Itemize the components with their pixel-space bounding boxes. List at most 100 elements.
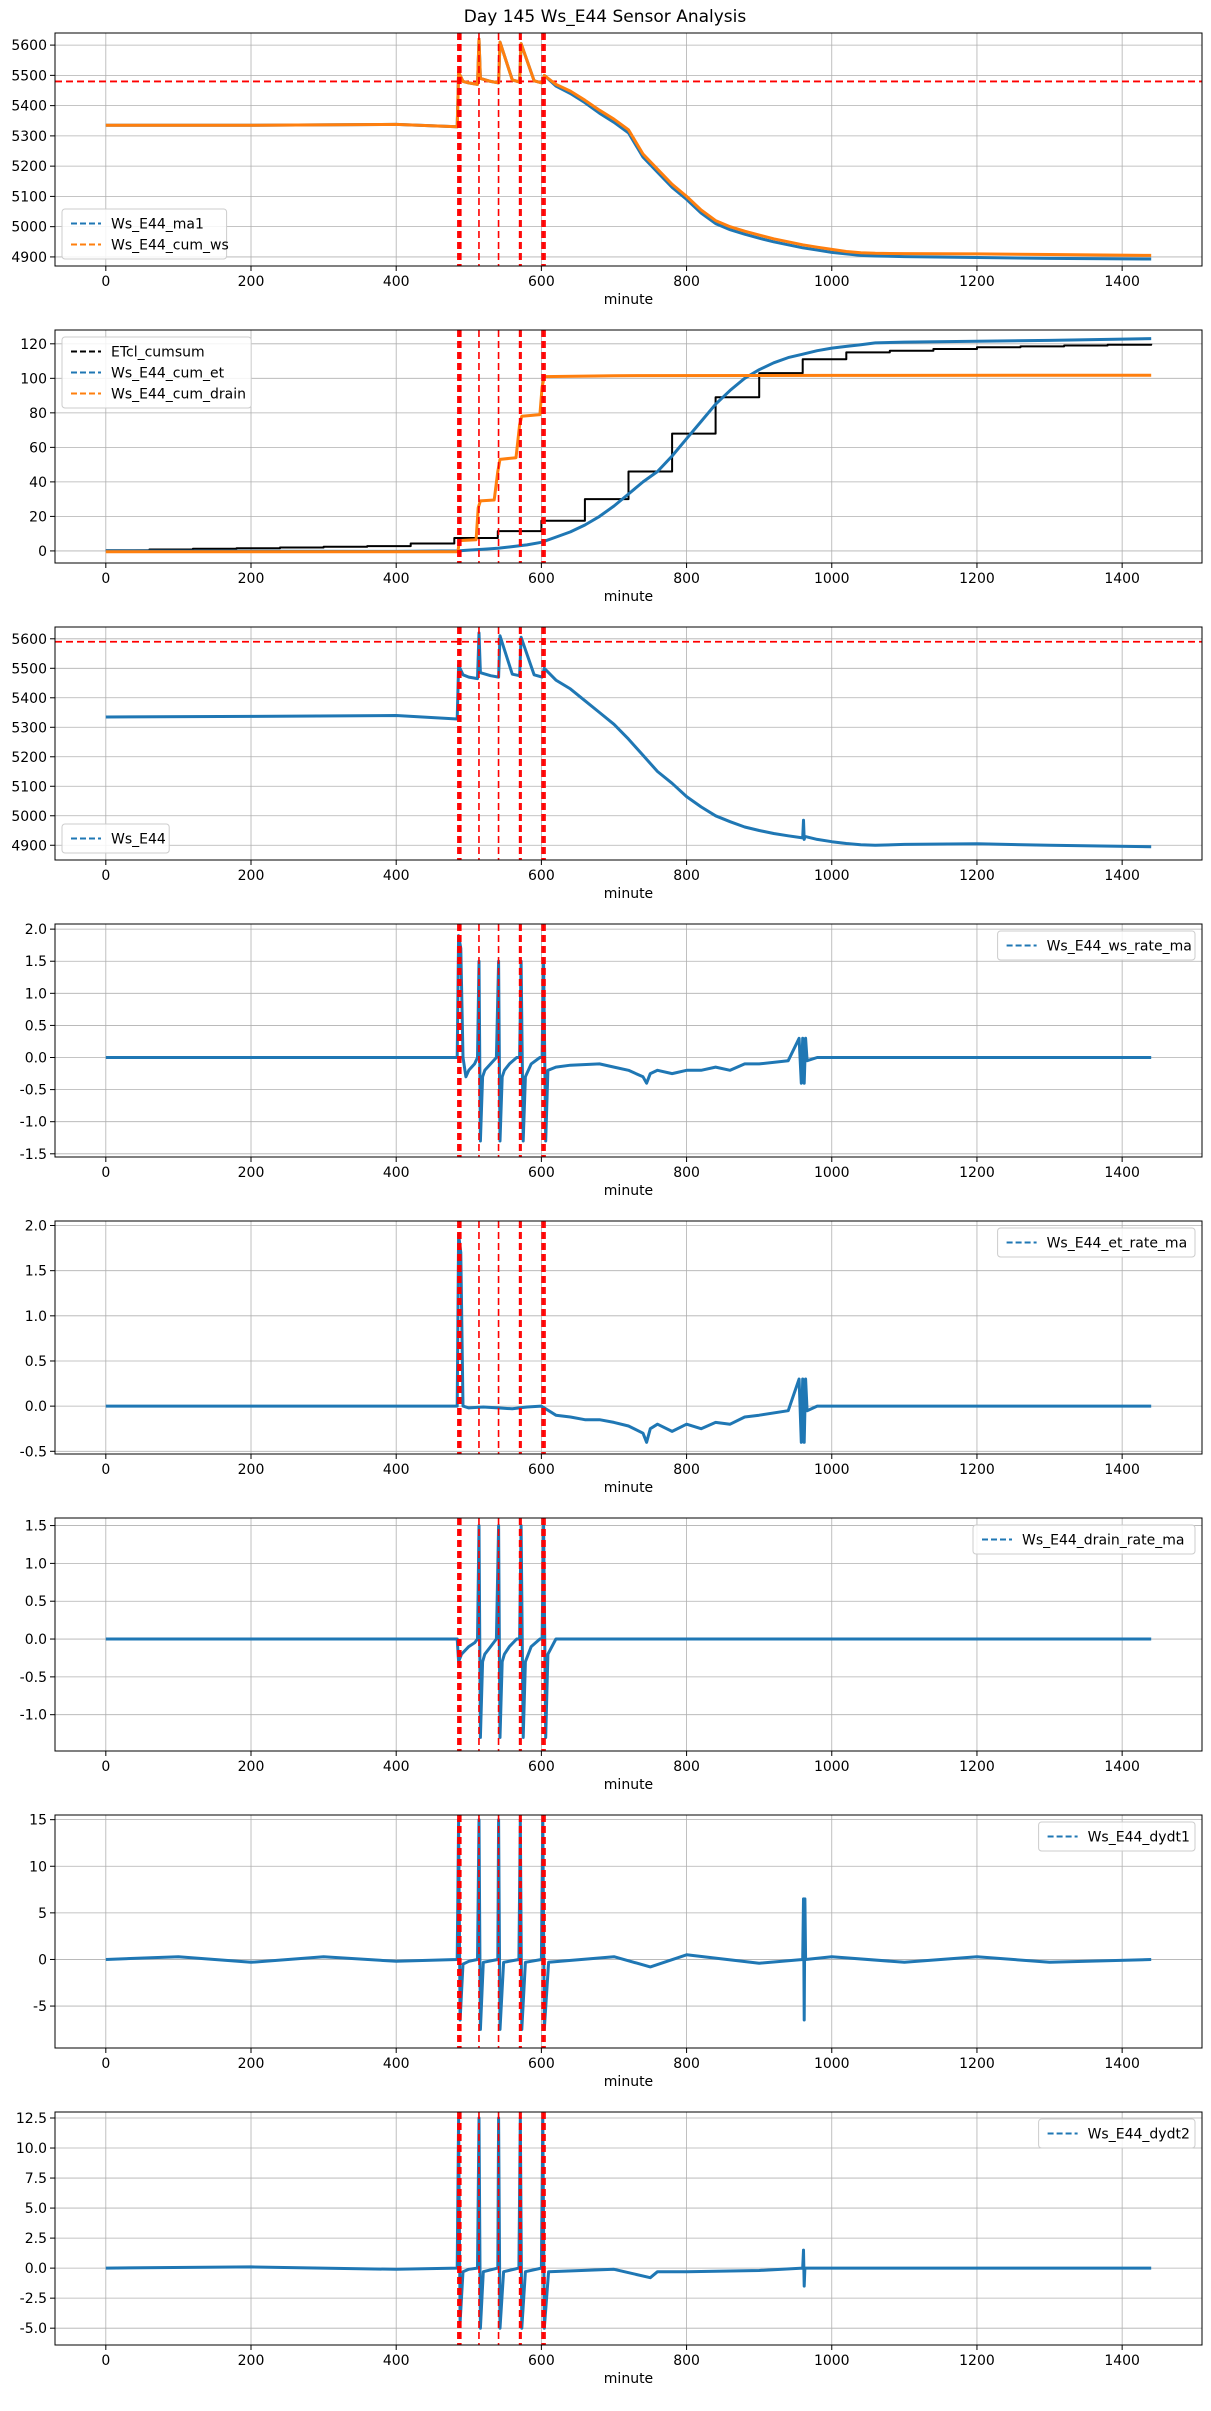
plot-area (105, 37, 1152, 261)
y-tick-label: 1.0 (25, 1556, 47, 1572)
legend-entry: Ws_E44_dydt2 (1088, 2127, 1190, 2143)
x-tick-label: 800 (673, 1165, 700, 1181)
y-tick-label: 5100 (11, 779, 47, 795)
legend-entry: Ws_E44 (111, 832, 166, 848)
plot-area (105, 631, 1152, 849)
y-tick-label: 5200 (11, 750, 47, 766)
x-tick-label: 1000 (814, 274, 850, 290)
x-tick-label: 800 (673, 1462, 700, 1478)
legend: Ws_E44_ma1 Ws_E44_cum_ws (61, 208, 229, 260)
panel-1: 0 200 400 600 800 1000 1200 1400 4900 5000 5100 520… (11, 32, 1203, 308)
x-tick-label: 1200 (959, 2056, 995, 2072)
x-tick-label: 200 (238, 2056, 265, 2072)
y-tick-label: 0.5 (25, 1018, 47, 1034)
y-tick-label: 5.0 (25, 2201, 47, 2217)
y-tick-label: -1.5 (20, 1147, 47, 1163)
x-tick-label: 200 (238, 571, 265, 587)
y-tick-label: 2.5 (25, 2231, 47, 2247)
legend: Ws_E44_et_rate_ma (997, 1227, 1196, 1258)
x-axis-label: minute (604, 1183, 653, 1199)
series-line-Ws_E44_cum_drain (105, 373, 1152, 554)
series-line-Ws_E44 (105, 631, 1152, 849)
grid (55, 33, 1202, 266)
legend: Ws_E44_dydt2 (1038, 2118, 1196, 2149)
series-line-Ws_E44_cum_et (105, 337, 1152, 553)
series-line-Ws_E44_dydt2 (105, 2116, 1152, 2330)
series-line-ETcl_cumsum (105, 343, 1153, 552)
x-tick-label: 1200 (959, 1165, 995, 1181)
y-tick-label: 20 (29, 509, 47, 525)
y-tick-label: 5300 (11, 720, 47, 736)
y-tick-label: 4900 (11, 838, 47, 854)
x-tick-label: 1400 (1104, 1759, 1140, 1775)
y-tick-label: 1.5 (25, 1519, 47, 1535)
x-tick-label: 800 (673, 1759, 700, 1775)
x-tick-label: 0 (101, 1165, 110, 1181)
x-tick-label: 0 (101, 1759, 110, 1775)
y-tick-label: 5000 (11, 809, 47, 825)
x-tick-label: 1000 (814, 571, 850, 587)
y-tick-label: 5000 (11, 220, 47, 236)
x-tick-label: 400 (383, 571, 410, 587)
plot-area (105, 1233, 1152, 1444)
y-tick-label: 5200 (11, 159, 47, 175)
x-tick-label: 200 (238, 1462, 265, 1478)
x-tick-label: 200 (238, 1165, 265, 1181)
x-tick-label: 0 (101, 1462, 110, 1478)
legend: Ws_E44_ws_rate_ma (997, 930, 1196, 961)
y-tick-label: 40 (29, 475, 47, 491)
y-tick-label: -1.0 (20, 1708, 47, 1724)
panels: 0 200 400 600 800 1000 1200 1400490050005100520… (11, 32, 1203, 2387)
y-tick-label: 2.0 (25, 1219, 47, 1235)
x-tick-label: 800 (673, 2353, 700, 2369)
plot-area (105, 337, 1153, 554)
grid (55, 1815, 1202, 2048)
y-tick-label: 0.0 (25, 1399, 47, 1415)
x-tick-label: 1000 (814, 868, 850, 884)
panel-2: 0 200 400 600 800 1000 1200 1400 0 20 40 60 80 100 120… (20, 329, 1203, 605)
x-tick-label: 400 (383, 1759, 410, 1775)
x-axis-label: minute (604, 1480, 653, 1496)
axes-frame (54, 923, 1203, 1158)
y-tick-label: 12.5 (16, 2111, 47, 2127)
x-tick-label: 1400 (1104, 571, 1140, 587)
figure-title: Day 145 Ws_E44 Sensor Analysis (464, 7, 747, 27)
y-tick-label: -0.5 (20, 1444, 47, 1460)
x-tick-label: 1000 (814, 1462, 850, 1478)
x-tick-label: 1400 (1104, 868, 1140, 884)
series-line-Ws_E44_et_rate_ma (105, 1233, 1152, 1444)
legend-box (972, 1524, 1196, 1555)
legend-entry: Ws_E44_cum_drain (111, 387, 246, 403)
panel-8: 0 200 400 600 800 1000 1200 1400 -5.0 -2.5 0.0 2.5 5… (16, 2111, 1203, 2387)
y-tick-label: 0.5 (25, 1354, 47, 1370)
x-tick-label: 800 (673, 868, 700, 884)
x-tick-label: 1200 (959, 1759, 995, 1775)
grid (55, 924, 1202, 1157)
plot-area (105, 2116, 1152, 2330)
legend-entry: Ws_E44_ws_rate_ma (1047, 939, 1192, 955)
y-tick-label: 60 (29, 440, 47, 456)
y-tick-label: 10.0 (16, 2141, 47, 2157)
axes-frame (54, 1814, 1203, 2049)
y-tick-label: 5500 (11, 68, 47, 84)
x-tick-label: 1000 (814, 1165, 850, 1181)
plot-area (105, 1818, 1152, 2031)
y-tick-label: 1.0 (25, 986, 47, 1002)
y-tick-label: 0.0 (25, 1051, 47, 1067)
x-tick-label: 0 (101, 2056, 110, 2072)
x-axis-label: minute (604, 1777, 653, 1793)
legend-entry: Ws_E44_cum_et (111, 366, 225, 382)
panel-7: 0 200 400 600 800 1000 1200 1400 -5 0 5 10 15 minute W… (29, 1813, 1203, 2090)
y-tick-label: 0 (38, 1952, 47, 1968)
legend-box (61, 823, 170, 854)
x-tick-label: 400 (383, 274, 410, 290)
x-tick-label: 400 (383, 1165, 410, 1181)
legend-box (997, 930, 1196, 961)
x-tick-label: 600 (528, 2353, 555, 2369)
y-tick-label: 5600 (11, 632, 47, 648)
legend-box (1038, 2118, 1196, 2149)
panel-4: 0 200 400 600 800 1000 1200 1400 -1.5 -1.0 -0.5 0.0… (20, 922, 1203, 1199)
legend: Ws_E44_dydt1 (1038, 1821, 1196, 1852)
x-tick-label: 200 (238, 1759, 265, 1775)
series-line-Ws_E44_drain_rate_ma (105, 1524, 1152, 1739)
